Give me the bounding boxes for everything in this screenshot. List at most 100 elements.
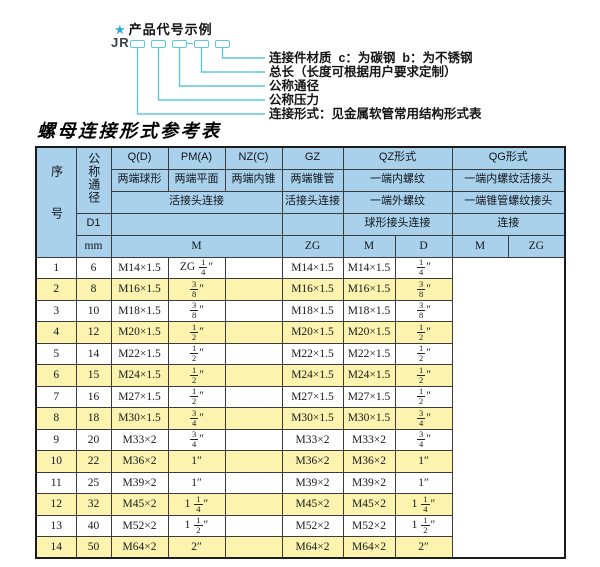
header-col-qz-type: 一端内螺纹 — [342, 168, 453, 192]
cell-dn-mm: 18 — [75, 407, 112, 430]
header-mm-label: mm — [84, 239, 103, 252]
cell-qg-zg: 1″ — [394, 471, 453, 494]
cell-thread-m: M36×2 — [110, 450, 169, 473]
table-row: 9 20 M33×2 3 4 ″ M33×2 M33×2 3 4 ″ — [35, 428, 565, 451]
header-d1: D1 — [75, 212, 112, 236]
cell-gz-zg: 2″ — [167, 536, 226, 559]
cell-qg-m: M30×1.5 — [342, 407, 396, 430]
header-unit-gz-zg-label: ZG — [304, 239, 321, 252]
cell-qg-m: M64×2 — [342, 536, 396, 559]
diagram-label-pressure: 公称压力 — [269, 93, 320, 107]
cell-dn-mm: 8 — [75, 278, 112, 301]
cell-dn-mm: 20 — [75, 428, 112, 451]
cell-qg-m: M39×2 — [342, 471, 396, 494]
cell-qz-m — [224, 428, 283, 451]
cell-thread-m: M14×1.5 — [110, 256, 169, 279]
cell-thread-m: M64×2 — [110, 536, 169, 559]
table-row: 14 50 M64×2 2″ M64×2 M64×2 2″ — [35, 536, 565, 559]
table-row: 8 18 M30×1.5 3 4 ″ M30×1.5 M30×1.5 3 4 ″ — [35, 407, 565, 430]
table-header: 序号 公称通径 Q(D) PM(A) NZ(C) GZ QZ形式 QG形式 两端… — [35, 146, 566, 258]
table-row: 5 14 M22×1.5 1 2 ″ M22×1.5 M22×1.5 1 2 ″ — [35, 342, 565, 365]
header-seq-label: 序号 — [49, 165, 64, 250]
cell-qg-zg: 1 2 ″ — [394, 385, 453, 408]
cell-dn-mm: 22 — [75, 450, 112, 473]
header-unit-qg-zg-label: ZG — [528, 239, 544, 252]
cell-qg-m: M33×2 — [342, 428, 396, 451]
cell-qz-m — [224, 256, 283, 279]
header-col-gz-type: 两端锥管 — [281, 168, 344, 192]
cell-seq: 7 — [35, 385, 77, 408]
cell-seq: 4 — [35, 321, 77, 344]
table-row: 1 6 M14×1.5 ZG 1 4 ″ M14×1.5 M14×1.5 1 4 ″ — [35, 256, 565, 279]
cell-thread-m: M39×2 — [110, 471, 169, 494]
cell-seq: 2 — [35, 278, 77, 301]
cell-gz-zg: 1 2 ″ — [167, 364, 226, 387]
cell-gz-zg: 1 2 ″ — [167, 385, 226, 408]
cell-qz-m — [224, 321, 283, 344]
cell-qz-d: M22×1.5 — [281, 342, 344, 365]
cell-gz-zg: 1 2 ″ — [167, 342, 226, 365]
cell-qz-d: M45×2 — [281, 493, 344, 516]
cell-seq: 11 — [35, 471, 77, 494]
cell-qz-m — [224, 407, 283, 430]
cell-thread-m: M52×2 — [110, 514, 169, 537]
cell-qg-m: M52×2 — [342, 514, 396, 537]
product-code-diagram: ★ 产品代号示例 JR 连接件材质 c：为碳钢 b：为不锈钢 总长（长度可根据用户… — [0, 0, 600, 146]
cell-seq: 10 — [35, 450, 77, 473]
cell-gz-zg: 1″ — [167, 450, 226, 473]
cell-qz-m — [224, 514, 283, 537]
cell-seq: 1 — [35, 256, 77, 279]
cell-seq: 12 — [35, 493, 77, 516]
cell-qz-m — [224, 450, 283, 473]
cell-gz-zg: ZG 1 4 ″ — [167, 256, 226, 279]
cell-gz-zg: 1 1 4 ″ — [167, 493, 226, 516]
header-unit-m: M — [110, 234, 283, 258]
cell-seq: 8 — [35, 407, 77, 430]
header-col-q-type: 两端球形 — [110, 168, 169, 192]
cell-qz-m — [224, 342, 283, 365]
cell-thread-m: M33×2 — [110, 428, 169, 451]
table-row: 12 32 M45×2 1 1 4 ″ M45×2 M45×2 1 1 4 ″ — [35, 493, 565, 516]
diagram-label-diameter: 公称通径 — [269, 79, 320, 93]
diagram-label-connection: 连接形式：见金属软管常用结构形式表 — [269, 107, 482, 121]
code-prefix: JR — [111, 35, 130, 50]
table-row: 7 16 M27×1.5 1 2 ″ M27×1.5 M27×1.5 1 2 ″ — [35, 385, 565, 408]
cell-qz-d: M33×2 — [281, 428, 344, 451]
code-box-4 — [194, 40, 209, 48]
cell-qg-m: M36×2 — [342, 450, 396, 473]
cell-seq: 3 — [35, 299, 77, 322]
header-col-q-code: Q(D) — [110, 146, 169, 170]
table-title: 螺母连接形式参考表 — [37, 121, 222, 141]
header-qg-row3: 一端锥管螺纹接头 — [451, 190, 566, 214]
table-row: 3 10 M18×1.5 3 8 ″ M18×1.5 M18×1.5 3 8 ″ — [35, 299, 565, 322]
cell-qg-zg: 1 4 ″ — [394, 256, 453, 279]
cell-qg-m: M18×1.5 — [342, 299, 396, 322]
cell-qz-m — [224, 299, 283, 322]
cell-gz-zg: 1 2 ″ — [167, 321, 226, 344]
table-body: 1 6 M14×1.5 ZG 1 4 ″ M14×1.5 M14×1.5 1 4 ″ 2… — [35, 256, 565, 559]
cell-gz-zg: 3 8 ″ — [167, 299, 226, 322]
cell-seq: 5 — [35, 342, 77, 365]
header-unit-m-label: M — [191, 239, 202, 252]
cell-qz-d: M52×2 — [281, 514, 344, 537]
cell-thread-m: M22×1.5 — [110, 342, 169, 365]
header-unit-qz-m-label: M — [363, 239, 375, 252]
header-unit-qg-m-label: M — [474, 239, 486, 252]
header-col-nz-type: 两端内锥 — [224, 168, 283, 192]
cell-seq: 6 — [35, 364, 77, 387]
cell-qg-m: M20×1.5 — [342, 321, 396, 344]
code-dash — [187, 43, 193, 44]
header-nominal-label: 公称通径 — [86, 152, 101, 205]
header-nominal-diameter: 公称通径 — [75, 146, 112, 214]
cell-qg-zg: 3 8 ″ — [394, 299, 453, 322]
cell-qz-d: M18×1.5 — [281, 299, 344, 322]
header-mm: mm — [75, 234, 112, 258]
diagram-title: ★ 产品代号示例 — [114, 19, 213, 38]
cell-qz-d: M27×1.5 — [281, 385, 344, 408]
code-box-5 — [215, 40, 230, 48]
cell-qz-m — [224, 536, 283, 559]
cell-seq: 13 — [35, 514, 77, 537]
cell-seq: 14 — [35, 536, 77, 559]
cell-qz-d: M39×2 — [281, 471, 344, 494]
cell-dn-mm: 10 — [75, 299, 112, 322]
